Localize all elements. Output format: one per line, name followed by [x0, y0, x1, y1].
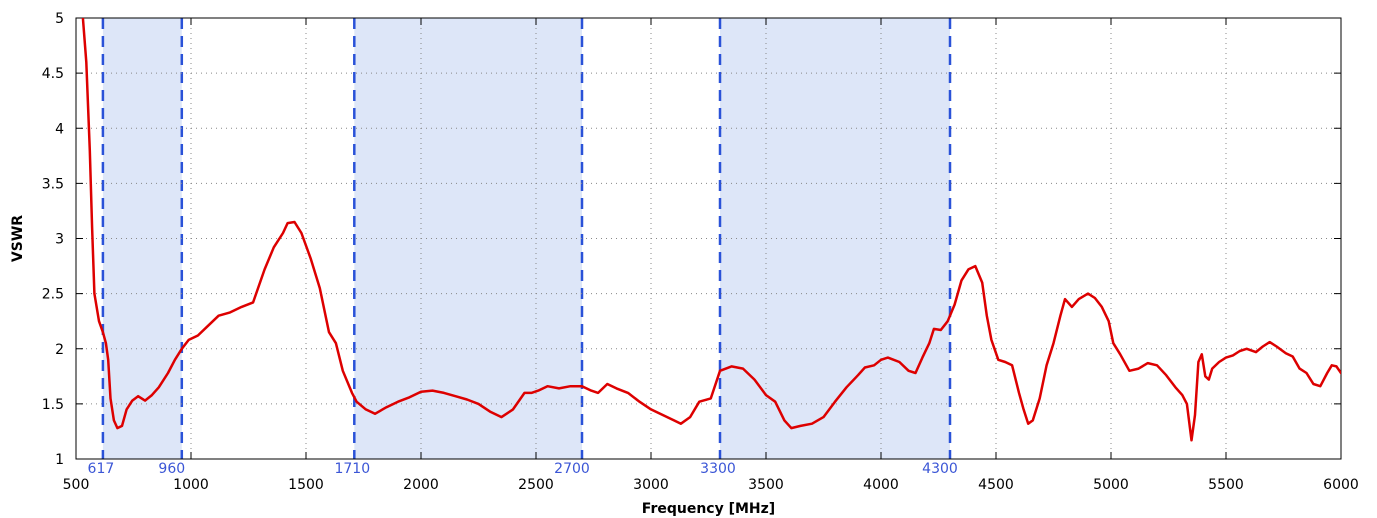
x-tick-label-2: 1500: [288, 477, 324, 493]
tick-labels: 500 1000 1500 2000 2500 3000 3500 4000 4500 5000 5…: [42, 11, 1359, 493]
x-tick-label-11: 6000: [1323, 477, 1359, 493]
x-tick-label-4: 2500: [518, 477, 554, 493]
band-start-label-0: 617: [88, 461, 115, 477]
y-tick-label-0: 1: [55, 452, 64, 468]
y-axis-title: VSWR: [10, 215, 26, 262]
band-start-label-2: 3300: [700, 461, 736, 477]
x-tick-label-7: 4000: [863, 477, 899, 493]
x-tick-label-3: 2000: [403, 477, 439, 493]
grid: [76, 18, 1341, 459]
y-tick-label-4: 3: [55, 232, 64, 248]
y-tick-label-7: 4.5: [42, 66, 64, 82]
x-tick-label-9: 5000: [1093, 477, 1129, 493]
vswr-series: [81, 18, 1341, 442]
band-end-label-0: 960: [158, 461, 185, 477]
band-end-label-2: 4300: [922, 461, 958, 477]
y-tick-label-2: 2: [55, 342, 64, 358]
x-axis-title: Frequency [MHz]: [642, 501, 775, 517]
band-start-label-1: 1710: [334, 461, 370, 477]
y-tick-label-3: 2.5: [42, 287, 64, 303]
x-tick-label-6: 3500: [748, 477, 784, 493]
band-fill-0: [102, 18, 182, 459]
y-tick-label-1: 1.5: [42, 397, 64, 413]
band-fill-1: [354, 18, 582, 459]
x-tick-label-0: 500: [63, 477, 90, 493]
axis-ticks: [75, 17, 1342, 460]
x-tick-label-1: 1000: [173, 477, 209, 493]
x-tick-label-10: 5500: [1208, 477, 1244, 493]
band-end-label-1: 2700: [554, 461, 590, 477]
x-tick-label-5: 3000: [633, 477, 669, 493]
series-line-0: [81, 18, 1341, 442]
y-tick-label-8: 5: [55, 11, 64, 27]
band-fill-2: [720, 18, 950, 459]
y-tick-label-5: 3.5: [42, 176, 64, 192]
y-tick-label-6: 4: [55, 121, 64, 137]
x-tick-label-8: 4500: [978, 477, 1014, 493]
